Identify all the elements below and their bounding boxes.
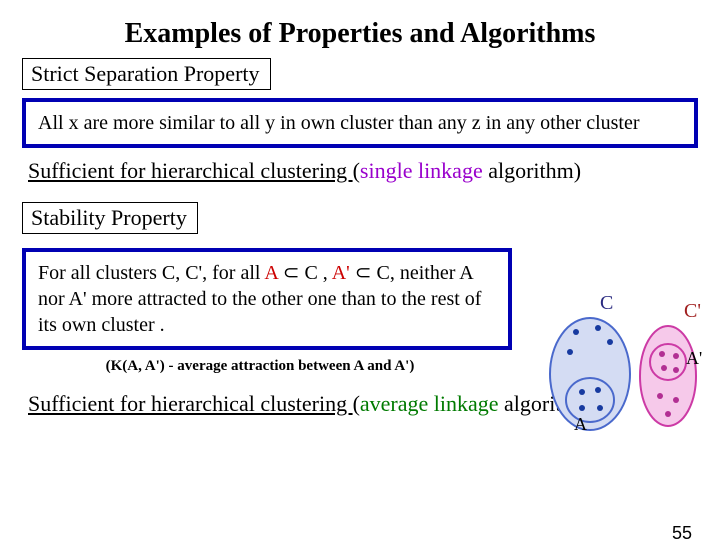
dot-icon xyxy=(673,353,679,359)
dot-icon xyxy=(661,365,667,371)
cluster-diagram: C C' A A' xyxy=(542,296,702,446)
dot-icon xyxy=(579,405,585,411)
suff1-pclose: algorithm) xyxy=(483,158,581,183)
suff1-alg: single linkage xyxy=(360,158,483,183)
stability-label: Stability Property xyxy=(22,202,198,234)
dot-icon xyxy=(595,325,601,331)
strict-separation-label: Strict Separation Property xyxy=(22,58,271,90)
dot-icon xyxy=(607,339,613,345)
dot-icon xyxy=(579,389,585,395)
stability-box: For all clusters C, C', for all A ⊂ C , … xyxy=(22,248,512,350)
ss-x: x xyxy=(69,112,79,134)
st-text-2: ⊂ C , xyxy=(278,262,332,284)
st-a: A xyxy=(264,262,277,284)
dot-icon xyxy=(673,397,679,403)
dot-icon xyxy=(659,351,665,357)
ss-text-1: All xyxy=(38,112,69,134)
ellipse-ap xyxy=(650,344,686,380)
ss-text-4: in any other cluster xyxy=(481,112,640,134)
cluster-svg xyxy=(542,296,702,446)
label-cp: C' xyxy=(684,300,701,323)
suff2-alg: average linkage xyxy=(360,391,499,416)
attraction-note: (K(A, A') - average attraction between A… xyxy=(0,358,520,375)
ss-z: z xyxy=(472,112,481,134)
dot-icon xyxy=(573,329,579,335)
dot-icon xyxy=(657,393,663,399)
st-ap: A' xyxy=(332,262,350,284)
ss-text-2: are more similar to all xyxy=(79,112,266,134)
st-text-1: For all clusters C, C', for all xyxy=(38,262,264,284)
label-a: A xyxy=(574,414,587,435)
ss-text-3: in own cluster than any xyxy=(275,112,472,134)
suff2-pre: Sufficient for hierarchical clustering xyxy=(28,391,353,416)
sufficient-line-single: Sufficient for hierarchical clustering (… xyxy=(28,158,720,184)
suff1-pre: Sufficient for hierarchical clustering xyxy=(28,158,353,183)
dot-icon xyxy=(673,367,679,373)
suff1-popen: ( xyxy=(353,158,360,183)
suff2-popen: ( xyxy=(353,391,360,416)
ss-y: y xyxy=(265,112,275,134)
dot-icon xyxy=(567,349,573,355)
page-number: 55 xyxy=(672,523,692,544)
dot-icon xyxy=(597,405,603,411)
label-ap: A' xyxy=(686,348,702,369)
slide-title: Examples of Properties and Algorithms xyxy=(0,18,720,50)
dot-icon xyxy=(595,387,601,393)
dot-icon xyxy=(665,411,671,417)
label-c: C xyxy=(600,292,613,315)
strict-separation-box: All x are more similar to all y in own c… xyxy=(22,98,698,148)
